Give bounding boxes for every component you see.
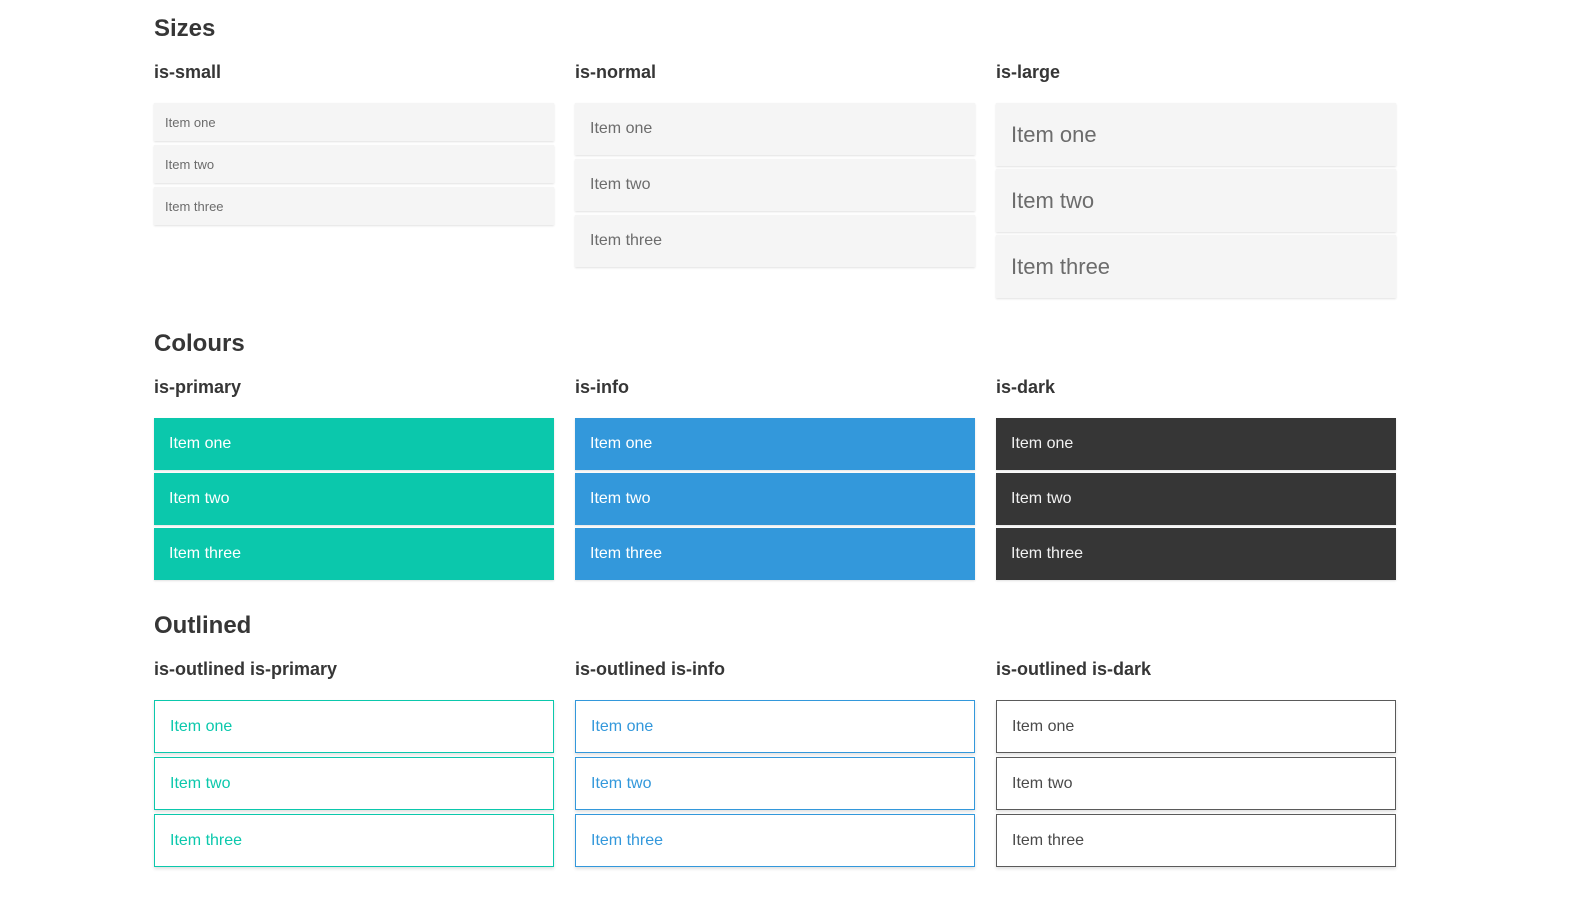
list-item[interactable]: Item two [154,473,554,525]
group-heading-is-outlined-is-info: is-outlined is-info [575,659,725,679]
group-heading-is-normal: is-normal [575,62,657,82]
list-item[interactable]: Item one [575,700,975,753]
group-heading-is-info: is-info [575,377,629,397]
group-heading-is-large: is-large [996,62,1061,82]
list-item[interactable]: Item three [154,814,554,867]
list-is-outlined-is-primary: Item one Item two Item three [154,700,554,867]
list-is-info: Item one Item two Item three [575,418,975,580]
list-item[interactable]: Item two [996,169,1396,232]
list-is-normal: Item one Item two Item three [575,103,975,267]
list-item[interactable]: Item three [575,215,975,267]
sizes-groups-row: is-small Item one Item two Item three is… [154,60,1396,301]
group-is-dark: is-dark Item one Item two Item three [996,375,1396,583]
list-item[interactable]: Item one [154,700,554,753]
section-title-sizes: Sizes [154,15,216,42]
list-item[interactable]: Item two [575,757,975,810]
group-is-large: is-large Item one Item two Item three [996,60,1396,301]
list-item[interactable]: Item one [154,103,554,141]
component-demo-page: Sizes is-small Item one Item two Item th… [154,0,1396,871]
list-item[interactable]: Item one [575,103,975,155]
list-item[interactable]: Item three [154,187,554,225]
list-item[interactable]: Item one [575,418,975,470]
group-is-primary: is-primary Item one Item two Item three [154,375,554,583]
section-title-colours: Colours [154,330,245,357]
list-item[interactable]: Item three [575,528,975,580]
colours-groups-row: is-primary Item one Item two Item three … [154,375,1396,583]
group-is-outlined-is-primary: is-outlined is-primary Item one Item two… [154,657,554,871]
list-item[interactable]: Item three [996,528,1396,580]
group-is-outlined-is-info: is-outlined is-info Item one Item two It… [575,657,975,871]
list-is-primary: Item one Item two Item three [154,418,554,580]
group-is-outlined-is-dark: is-outlined is-dark Item one Item two It… [996,657,1396,871]
list-item[interactable]: Item two [154,757,554,810]
group-heading-is-outlined-is-primary: is-outlined is-primary [154,659,338,679]
group-heading-is-outlined-is-dark: is-outlined is-dark [996,659,1152,679]
list-item[interactable]: Item two [996,473,1396,525]
list-is-outlined-is-dark: Item one Item two Item three [996,700,1396,867]
section-title-outlined: Outlined [154,612,252,639]
group-heading-is-small: is-small [154,62,222,82]
list-item[interactable]: Item three [154,528,554,580]
list-item[interactable]: Item one [996,418,1396,470]
list-is-large: Item one Item two Item three [996,103,1396,298]
list-item[interactable]: Item one [996,103,1396,166]
group-heading-is-dark: is-dark [996,377,1056,397]
outlined-groups-row: is-outlined is-primary Item one Item two… [154,657,1396,871]
list-item[interactable]: Item one [996,700,1396,753]
group-is-normal: is-normal Item one Item two Item three [575,60,975,271]
list-is-outlined-is-info: Item one Item two Item three [575,700,975,867]
group-heading-is-primary: is-primary [154,377,242,397]
list-item[interactable]: Item three [996,814,1396,867]
list-item[interactable]: Item three [996,235,1396,298]
list-item[interactable]: Item two [996,757,1396,810]
list-is-dark: Item one Item two Item three [996,418,1396,580]
list-item[interactable]: Item two [575,159,975,211]
group-is-info: is-info Item one Item two Item three [575,375,975,583]
group-is-small: is-small Item one Item two Item three [154,60,554,229]
list-is-small: Item one Item two Item three [154,103,554,225]
list-item[interactable]: Item three [575,814,975,867]
list-item[interactable]: Item two [154,145,554,183]
list-item[interactable]: Item one [154,418,554,470]
list-item[interactable]: Item two [575,473,975,525]
